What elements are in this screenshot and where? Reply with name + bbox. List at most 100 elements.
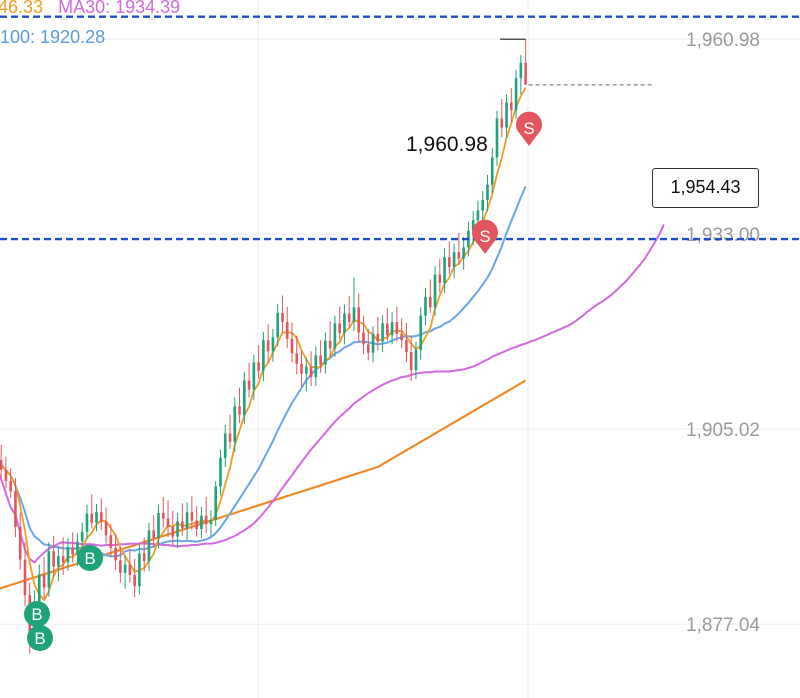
ma-short-value: 946.33 [0,0,44,17]
candle-body [152,530,156,539]
candle-body [90,513,94,523]
y-tick-label: 1,933.00 [686,225,760,246]
candle-body [505,102,508,128]
candle-body [114,547,117,561]
candle-body [119,560,122,573]
candle-body [176,521,179,537]
candle-body [61,556,65,563]
candle-body [252,362,256,390]
candle-body [37,574,41,602]
candle-body [181,521,184,529]
candle-body [352,307,356,322]
candle-body [510,102,513,111]
candle-body [0,459,3,470]
ma30-line [0,223,665,564]
candle-body [171,526,175,537]
candle-body [266,340,270,352]
candle-body [71,547,74,555]
candle-body [104,522,108,536]
candle-body [333,323,337,349]
candle-body [390,321,394,336]
candle-body [76,541,79,555]
candle-body [223,433,227,458]
candle-body [233,406,237,442]
candle-body [57,556,60,567]
candle-body [486,184,489,201]
svg-text:S: S [479,227,490,246]
candle-body [281,312,284,322]
candle-body [314,355,318,378]
candle-body [386,323,389,336]
candle-body [395,321,399,334]
candle-body [285,321,289,339]
candle-body [157,512,160,539]
candle-body [300,363,303,374]
candle-body [257,362,260,371]
candle-body [209,519,213,525]
candle-body [128,564,132,575]
candle-body [228,433,232,442]
candle-body [161,512,165,519]
candle-body [443,257,446,283]
candle-body [328,340,332,349]
candle-body [200,515,203,529]
candle-body [338,323,341,334]
candle-body [271,337,275,352]
candle-body [14,491,17,527]
candle-body [519,62,523,79]
buy-signal-marker[interactable]: B [24,601,50,627]
candle-body [343,313,346,334]
candle-body [357,307,361,333]
candle-body [99,512,103,523]
candle-body [195,520,198,529]
candle-body [80,531,84,542]
svg-text:B: B [84,549,95,568]
candle-body [138,553,141,587]
candle-body [371,333,375,353]
candle-body [448,257,451,267]
ma100-value: 100: 1920.28 [0,27,106,47]
svg-text:B: B [34,629,45,648]
buy-signal-marker[interactable]: B [27,625,53,651]
candle-body [109,535,113,548]
candle-body [214,486,218,520]
candle-body [309,366,313,378]
candle-body [347,313,351,322]
candle-body [362,332,365,345]
candle-body [95,512,98,523]
candle-body [400,333,403,341]
candle-body [414,349,418,371]
svg-text:S: S [523,119,534,138]
candle-body [500,118,504,128]
sell-signal-marker[interactable]: S [472,219,498,254]
candle-body [47,551,51,588]
candle-body [524,62,527,85]
candle-body [419,315,423,350]
current-price-box: 1,954.43 [652,168,759,208]
ma-legend-row-1: 946.33 MA30: 1934.39 [0,0,190,22]
candle-body [123,564,127,573]
candle-body [4,469,8,481]
candle-body [424,296,427,316]
candle-body [185,512,189,529]
candle-body [438,274,442,283]
candle-body [18,526,22,560]
candle-body [409,351,413,371]
candle-body [433,274,437,308]
candle-body [243,380,246,415]
candle-body [514,78,518,111]
buy-signal-marker[interactable]: B [77,545,103,571]
candle-body [481,200,485,211]
candle-body [324,340,327,365]
y-tick-label: 1,877.04 [686,615,760,636]
sell-signal-marker[interactable]: S [516,111,542,146]
candle-body [238,406,241,415]
candle-body [262,340,265,371]
candle-body [428,296,432,308]
candle-body [204,515,208,525]
y-tick-label: 1,905.02 [686,420,760,441]
ma-legend: 946.33 MA30: 1934.39 100: 1920.28 [0,0,190,52]
candle-body [142,553,146,562]
